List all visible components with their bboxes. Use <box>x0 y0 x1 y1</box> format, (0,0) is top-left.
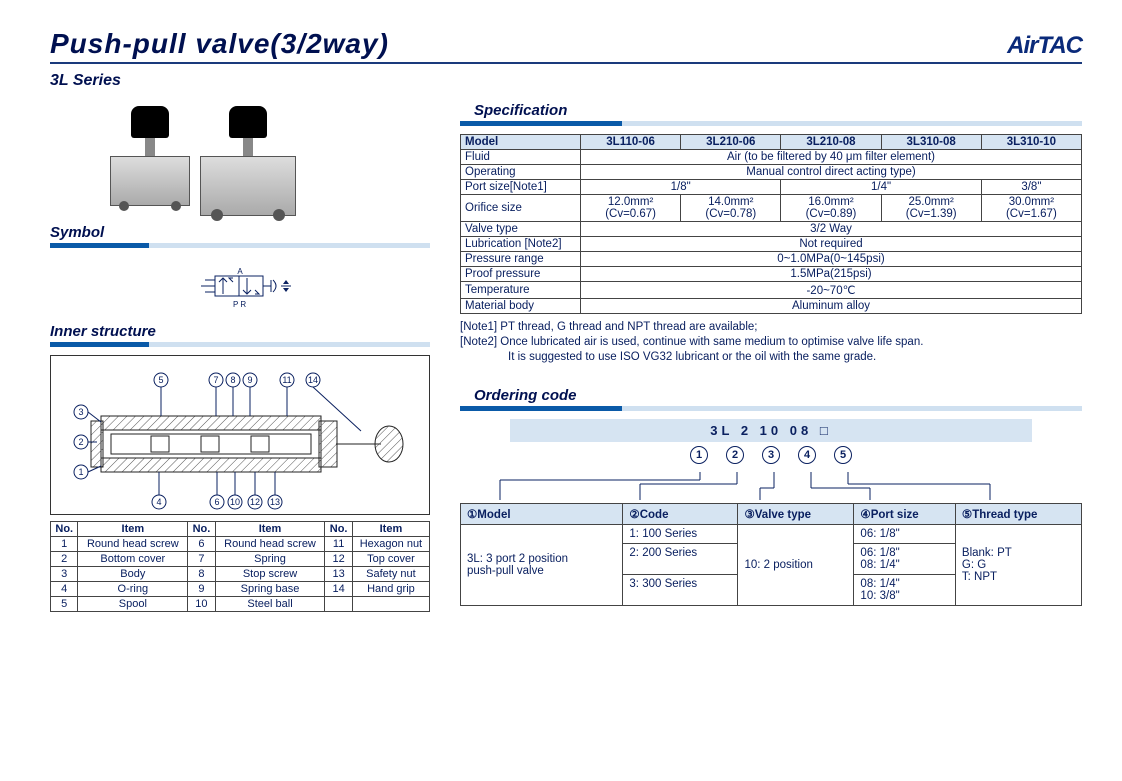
table-row: Port size[Note1]1/8"1/4"3/8" <box>461 180 1082 195</box>
specification-table: Model 3L110-06 3L210-06 3L210-08 3L310-0… <box>460 134 1082 314</box>
divider <box>460 121 1082 126</box>
table-row: FluidAir (to be filtered by 40 μm filter… <box>461 150 1082 165</box>
spec-notes: [Note1] PT thread, G thread and NPT thre… <box>460 320 1082 365</box>
svg-text:P R: P R <box>233 300 246 309</box>
pos-circle: 1 <box>690 446 708 464</box>
left-column: Symbol A P R Inner structure <box>50 102 430 612</box>
col-no: No. <box>51 522 78 537</box>
table-row: OperatingManual control direct acting ty… <box>461 165 1082 180</box>
code-position-circles: 1 2 3 4 5 <box>510 446 1032 464</box>
inner-parts-table: No. Item No. Item No. Item 1Round head s… <box>50 521 430 612</box>
right-column: Specification Model 3L110-06 3L210-06 3L… <box>460 102 1082 612</box>
table-row: Temperature-20~70℃ <box>461 282 1082 299</box>
col-item: Item <box>215 522 325 537</box>
order-header-row: ①Model ②Code ③Valve type ④Port size ⑤Thr… <box>461 503 1082 524</box>
valve-illustration-2 <box>200 106 296 216</box>
svg-text:A: A <box>237 267 243 276</box>
col-no: No. <box>188 522 215 537</box>
pneumatic-symbol: A P R <box>50 256 430 323</box>
note-2: [Note2] Once lubricated air is used, con… <box>460 335 1082 350</box>
col-item: Item <box>78 522 188 537</box>
table-row: 5Spool10Steel ball <box>51 597 430 612</box>
svg-text:8: 8 <box>230 375 235 385</box>
symbol-heading: Symbol <box>50 224 430 241</box>
svg-text:12: 12 <box>250 497 260 507</box>
page-title: Push-pull valve(3/2way) <box>50 28 389 60</box>
table-row: 1Round head screw6Round head screw11Hexa… <box>51 537 430 552</box>
svg-text:1: 1 <box>78 467 83 477</box>
col-no: No. <box>325 522 352 537</box>
svg-text:11: 11 <box>282 375 291 385</box>
ordering-code-bar: 3L 2 10 08 □ <box>510 419 1032 442</box>
table-row: Proof pressure1.5MPa(215psi) <box>461 267 1082 282</box>
pos-circle: 3 <box>762 446 780 464</box>
table-row: 4O-ring9Spring base14Hand grip <box>51 582 430 597</box>
ordering-heading: Ordering code <box>474 387 1082 404</box>
table-row: Lubrication [Note2]Not required <box>461 237 1082 252</box>
svg-text:9: 9 <box>247 375 252 385</box>
table-row: Pressure range0~1.0MPa(0~145psi) <box>461 252 1082 267</box>
spec-header-row: Model 3L110-06 3L210-06 3L210-08 3L310-0… <box>461 135 1082 150</box>
table-header-row: No. Item No. Item No. Item <box>51 522 430 537</box>
series-subtitle: 3L Series <box>50 72 1082 90</box>
svg-text:14: 14 <box>308 375 318 385</box>
valve-illustration-1 <box>110 106 190 216</box>
note-2b: It is suggested to use ISO VG32 lubrican… <box>460 350 1082 365</box>
table-row: Orifice size 12.0mm² (Cv=0.67) 14.0mm² (… <box>461 195 1082 222</box>
table-row: Material bodyAluminum alloy <box>461 299 1082 314</box>
table-row: 3L: 3 port 2 position push-pull valve 1:… <box>461 524 1082 543</box>
pos-circle: 5 <box>834 446 852 464</box>
inner-structure-diagram: 5 7 8 9 11 14 3 2 1 4 6 10 12 13 <box>50 355 430 515</box>
brand-logo: AirTAC <box>1007 32 1082 60</box>
inner-structure-heading: Inner structure <box>50 323 430 340</box>
page-header: Push-pull valve(3/2way) AirTAC <box>50 28 1082 64</box>
pos-circle: 2 <box>726 446 744 464</box>
svg-text:6: 6 <box>214 497 219 507</box>
spec-heading: Specification <box>474 102 1082 119</box>
col-item: Item <box>352 522 429 537</box>
ordering-tree-lines <box>460 472 1060 500</box>
product-image <box>50 102 430 224</box>
svg-text:2: 2 <box>78 437 83 447</box>
main-columns: Symbol A P R Inner structure <box>50 102 1082 612</box>
svg-text:5: 5 <box>158 375 163 385</box>
ordering-table: ①Model ②Code ③Valve type ④Port size ⑤Thr… <box>460 503 1082 606</box>
svg-text:4: 4 <box>156 497 161 507</box>
svg-text:7: 7 <box>213 375 218 385</box>
table-row: 3Body8Stop screw13Safety nut <box>51 567 430 582</box>
table-row: Valve type3/2 Way <box>461 222 1082 237</box>
note-1: [Note1] PT thread, G thread and NPT thre… <box>460 320 1082 335</box>
svg-text:10: 10 <box>230 497 240 507</box>
pos-circle: 4 <box>798 446 816 464</box>
svg-text:3: 3 <box>78 407 83 417</box>
divider <box>50 243 430 248</box>
table-row: 2Bottom cover7Spring12Top cover <box>51 552 430 567</box>
divider <box>460 406 1082 411</box>
divider <box>50 342 430 347</box>
svg-text:13: 13 <box>270 497 280 507</box>
